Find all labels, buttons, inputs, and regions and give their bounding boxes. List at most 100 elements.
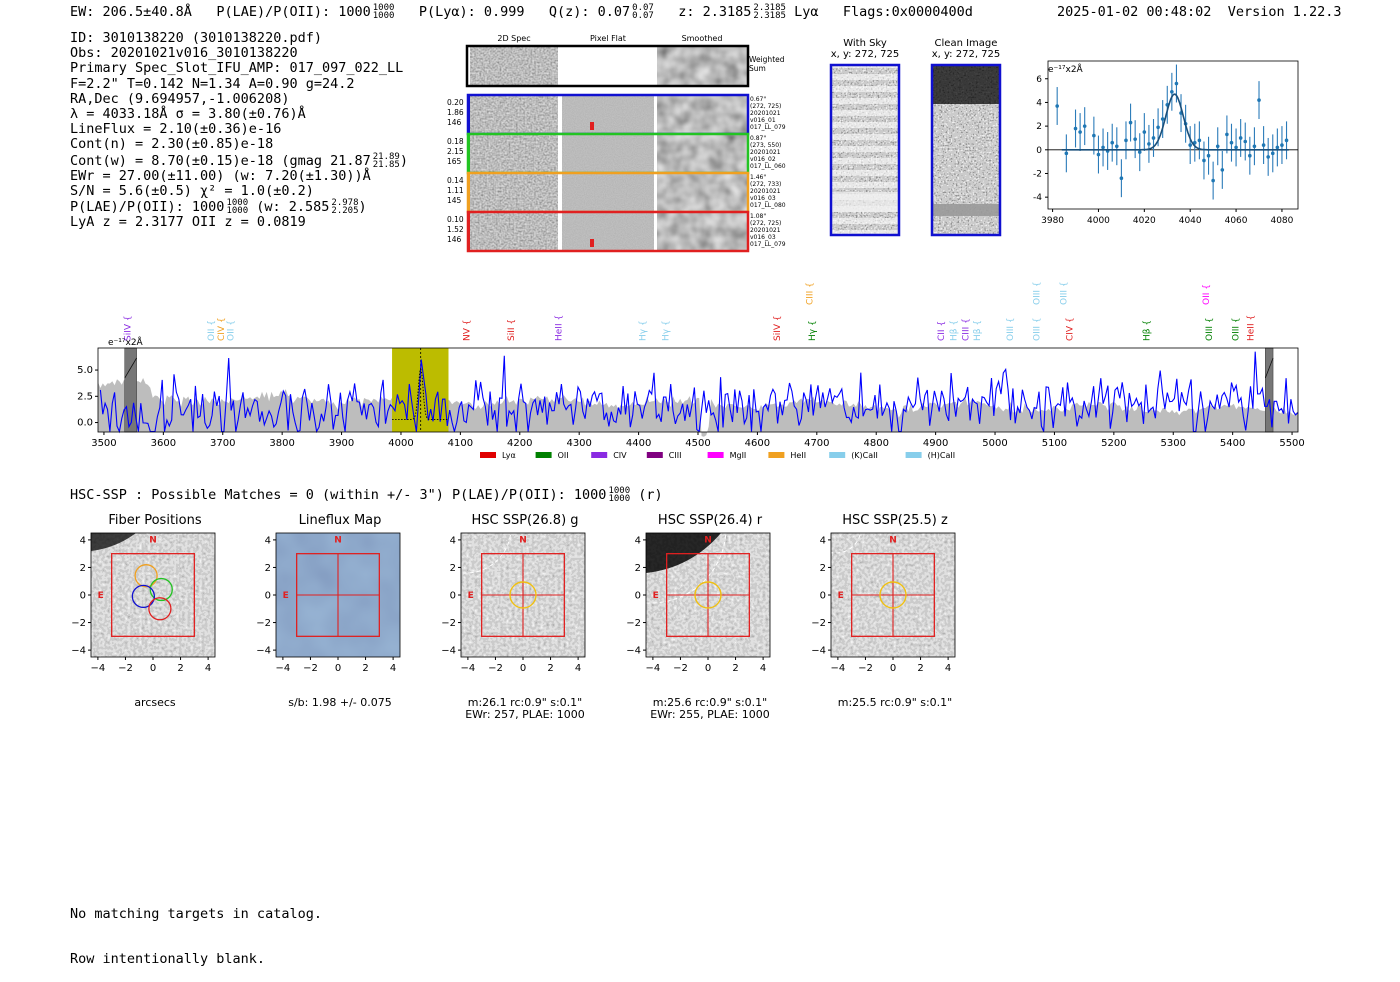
zoom-point-7 [1096,152,1101,157]
with-sky-title: With Sky x, y: 272, 725 [826,38,904,60]
zoom-point-34 [1220,168,1225,172]
hsc-source-circle-4 [694,581,722,609]
stamp-left-value-3-3: 145 [447,196,462,205]
with-sky-frame [829,63,901,237]
hsc-xtick-label-2-1: −4 [276,663,291,674]
hsc-xtick-label-2-3: 0 [335,663,341,674]
zoom-point-32 [1211,178,1215,183]
info-sn: S/N = 5.6(±0.5) χ² = 1.0(±0.2) [70,183,314,200]
spectrum-xtick-label-2: 3600 [151,438,176,449]
stamp-right-values-1: 0.67" (272, 725) 20201021 v016_01 017_LL_079 [750,96,786,131]
hsc-caption1-3: m:26.1 rc:0.9" s:0.1" [467,696,583,709]
spectrum-line-window [392,348,449,432]
hsc-xtick-label-3-5: 4 [575,663,581,674]
fiber-stamps [465,44,750,253]
spectrum-xtick-label-15: 4900 [923,438,948,449]
stamp-right-value-3-2: (272, 733) [750,181,782,188]
stamp-2d-4 [470,213,558,250]
stamp-left-value-4-2: 1.52 [447,225,464,234]
spectrum-legend-swatch-6 [768,452,785,458]
info-primary: Primary Spec_Slot_IFU_AMP: 017_097_022_L… [70,60,404,77]
spectrum-ytick-label-1: 0.0 [77,418,93,429]
spectrum-legend-swatch-2 [535,452,552,458]
stamp-flat-2 [562,135,654,172]
hsc-panel-title-2: Lineflux Map [298,513,382,528]
zoom-point-28 [1192,140,1197,145]
spectrum-legend-label-4: CIII [669,451,682,460]
spectrum-line-label-17: OIII { [1006,317,1016,341]
stamp-right-value-3-3: 20201021 [750,188,781,195]
hsc-ytick-label-1-2: −2 [71,618,86,629]
weighted-sum-label: Weighted Sum [749,55,785,73]
stamp-col-2d: 2D Spec [497,34,531,43]
zoom-point-3 [1073,126,1078,131]
stamp-right-value-1-4: v016_01 [750,117,776,124]
spectrum-legend-label-7: (K)CaII [851,451,878,460]
header-z: z: 2.3185 [678,4,752,20]
hsc-xtick-label-2-5: 4 [390,663,396,674]
header-qz: Q(z): 0.07 [548,4,631,20]
hsc-compass-e-3: E [468,591,474,601]
full-spectrum-plot: 3500 3600 3700 3800 3900 4000 4100 4200 4300 4400… [77,281,1305,460]
spectrum-line-label-8: Hγ { [639,320,649,341]
stamp-right-values-4: 1.08" (272, 725) 20201021 v016_03 017_LL_079 [750,213,786,248]
hsc-caption1-1: arcsecs [134,696,176,709]
hsc-panel-image-4: N E −4 −4 −2 −2 0 0 2 2 4 4 [603,527,771,674]
stamp-left-value-3-1: 0.14 [447,176,464,185]
hsc-fiber-circle-2 [149,577,173,602]
stamp-right-value-4-2: (272, 725) [750,220,782,227]
spectrum-legend-label-3: CIV [613,451,627,460]
hsc-xtick-label-4-1: −4 [646,663,661,674]
spectrum-legend-swatch-3 [591,452,608,458]
spectrum-xtick-label-12: 4600 [745,438,770,449]
spectrum-line-label-1: SiIV { [124,315,134,341]
zoom-point-39 [1243,139,1248,144]
zoom-point-48 [1284,138,1289,143]
stamp-right-value-2-2: (273, 550) [750,142,782,149]
stamp-right-value-2-4: v016_02 [750,156,776,163]
stamp-flag-1 [590,122,594,130]
hsc-xtick-label-3-3: 0 [520,663,526,674]
hsc-panel-title-1: Fiber Positions [108,513,202,528]
stamp-2d-2 [470,135,558,172]
zoom-point-40 [1248,153,1252,158]
spectrum-line-label-14: Hβ { [949,320,959,341]
line-fit-plot: 3980 4000 4020 4040 4060 4080 -4 -2 0 2 4 6 e⁻¹⁷x2Å [1033,60,1299,226]
zoom-point-36 [1229,140,1234,145]
stamp-bar-2 [467,134,470,173]
clean-image-frame [930,63,1002,237]
hsc-compass-n-2: N [334,536,342,546]
hsc-caption1-4: m:25.6 rc:0.9" s:0.1" [652,696,768,709]
hsc-xtick-label-3-1: −4 [461,663,476,674]
info-lineflux: LineFlux = 2.10(±0.36)e-16 [70,121,282,138]
stamp-left-value-4-3: 146 [447,235,462,244]
zoom-point-38 [1238,136,1243,140]
spectrum-line-label-10: SiIV { [773,315,783,341]
spectrum-line-label-5: NV { [462,320,472,341]
with-sky-image [829,63,901,237]
spectrum-unit-label: e⁻¹⁷x2Å [108,336,144,348]
hsc-search-box-1 [111,553,195,637]
zoom-axes-frame [1047,60,1299,210]
stamp-right-value-2-1: 0.87" [750,135,767,142]
stamp-left-values-3: 0.14 1.11 145 [447,176,464,206]
spectrum-line-label-4: OII { [226,320,236,341]
zoom-point-4 [1078,130,1082,134]
info-plae-text: P(LAE)/P(OII): 1000 [70,199,225,216]
hsc-xtick-label-4-3: 0 [705,663,711,674]
spectrum-legend-label-1: Lyα [502,451,516,460]
hsc-dark-corner-1 [91,533,136,551]
spectrum-line-label-13: CII { [937,321,947,341]
stamp-rows [466,93,750,253]
spectrum-mask-hatch-2 [1264,357,1274,379]
stamp-gap-2 [558,135,562,172]
spectrum-xtick-label-18: 5200 [1101,438,1126,449]
stamp-gap2-1 [654,96,657,133]
zoom-xtick-label-2: 4000 [1087,216,1110,226]
spectrum-legend-swatch-1 [480,452,496,458]
hsc-xtick-label-4-4: 2 [732,663,738,674]
zoom-xtick-label-4: 4040 [1179,216,1202,226]
hsc-panel-image-3: N E −4 −4 −2 −2 0 0 2 2 4 4 [420,527,586,674]
spectrum-mask-hatch-1 [124,357,137,379]
hsc-ytick-label-2-2: −2 [256,618,271,629]
